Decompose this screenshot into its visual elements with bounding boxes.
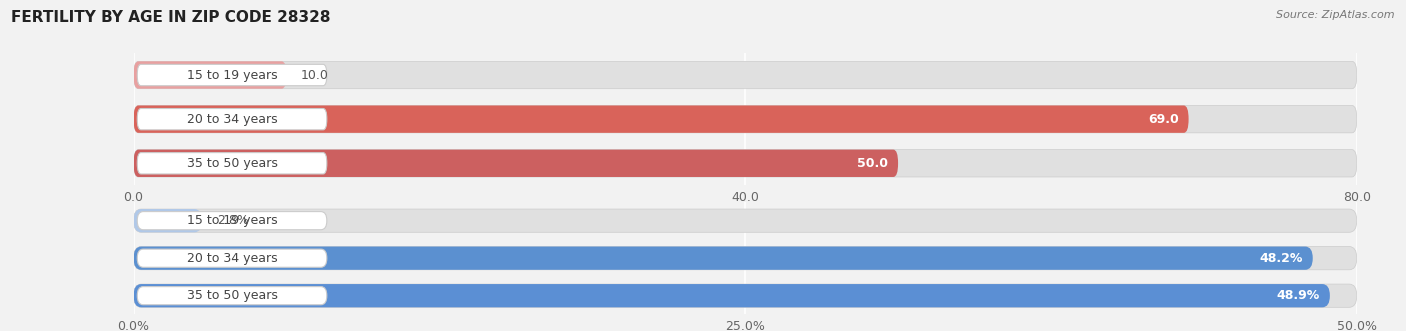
FancyBboxPatch shape (134, 61, 1357, 89)
Text: 10.0: 10.0 (301, 69, 329, 81)
Text: 69.0: 69.0 (1149, 113, 1178, 126)
FancyBboxPatch shape (134, 106, 1357, 133)
Text: 48.2%: 48.2% (1260, 252, 1303, 265)
FancyBboxPatch shape (134, 106, 1188, 133)
Text: 48.9%: 48.9% (1277, 289, 1320, 302)
FancyBboxPatch shape (134, 150, 898, 177)
Text: Source: ZipAtlas.com: Source: ZipAtlas.com (1277, 10, 1395, 20)
FancyBboxPatch shape (138, 212, 326, 230)
FancyBboxPatch shape (134, 247, 1357, 270)
FancyBboxPatch shape (134, 284, 1330, 307)
Text: 2.8%: 2.8% (217, 214, 249, 227)
FancyBboxPatch shape (134, 209, 202, 232)
FancyBboxPatch shape (138, 109, 326, 130)
FancyBboxPatch shape (138, 287, 326, 305)
Text: FERTILITY BY AGE IN ZIP CODE 28328: FERTILITY BY AGE IN ZIP CODE 28328 (11, 10, 330, 25)
Text: 20 to 34 years: 20 to 34 years (187, 113, 277, 126)
Text: 20 to 34 years: 20 to 34 years (187, 252, 277, 265)
FancyBboxPatch shape (134, 284, 1357, 307)
FancyBboxPatch shape (134, 61, 287, 89)
FancyBboxPatch shape (138, 249, 326, 267)
Text: 15 to 19 years: 15 to 19 years (187, 214, 277, 227)
Text: 35 to 50 years: 35 to 50 years (187, 289, 277, 302)
FancyBboxPatch shape (138, 153, 326, 174)
FancyBboxPatch shape (134, 150, 1357, 177)
FancyBboxPatch shape (134, 209, 1357, 232)
Text: 35 to 50 years: 35 to 50 years (187, 157, 277, 170)
FancyBboxPatch shape (134, 247, 1313, 270)
FancyBboxPatch shape (138, 64, 326, 86)
Text: 15 to 19 years: 15 to 19 years (187, 69, 277, 81)
Text: 50.0: 50.0 (858, 157, 889, 170)
